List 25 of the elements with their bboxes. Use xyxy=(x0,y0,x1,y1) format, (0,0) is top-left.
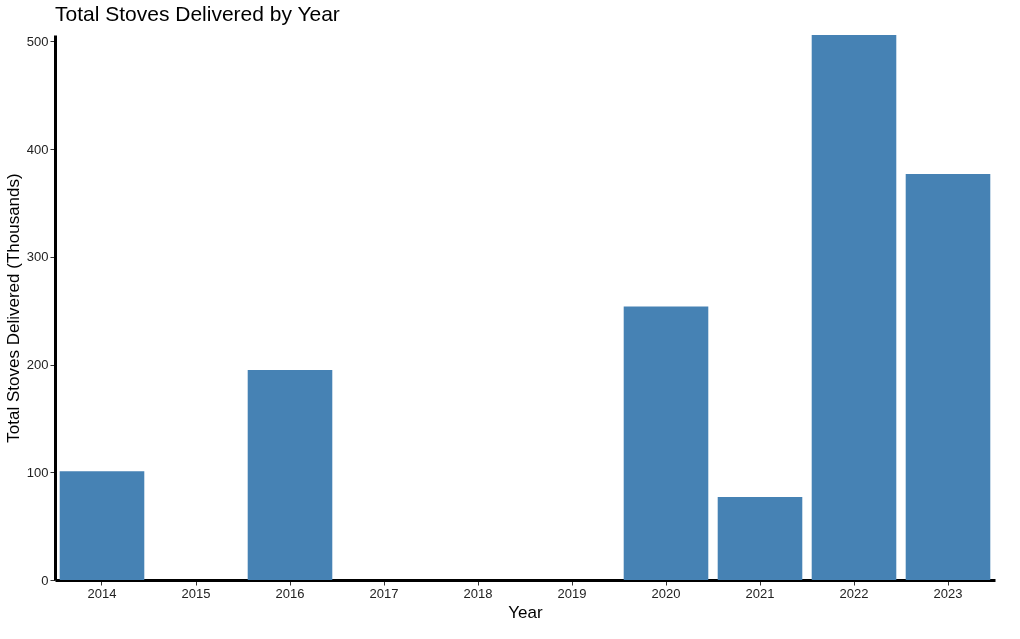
bar xyxy=(717,497,803,580)
bar xyxy=(905,173,991,580)
x-tick-label: 2021 xyxy=(745,585,775,601)
bar xyxy=(623,306,709,580)
x-tick-label: 2017 xyxy=(369,585,399,601)
x-tick-label: 2022 xyxy=(839,585,869,601)
y-tick-label: 400 xyxy=(26,141,49,157)
x-tick-label: 2019 xyxy=(557,585,587,601)
y-tick-label: 300 xyxy=(26,249,49,265)
y-tick-label: 0 xyxy=(41,572,49,588)
y-tick-label: 500 xyxy=(26,33,49,49)
x-axis-title: Year xyxy=(508,602,544,622)
bar xyxy=(247,369,333,580)
y-tick-label: 100 xyxy=(26,464,49,480)
chart-title: Total Stoves Delivered by Year xyxy=(55,2,340,25)
x-tick-label: 2020 xyxy=(651,585,681,601)
x-tick-label: 2016 xyxy=(275,585,305,601)
x-tick-label: 2018 xyxy=(463,585,493,601)
y-axis-title: Total Stoves Delivered (Thousands) xyxy=(3,173,23,443)
bar xyxy=(59,471,145,580)
x-tick-label: 2014 xyxy=(87,585,117,601)
x-tick-label: 2015 xyxy=(181,585,211,601)
bar xyxy=(811,35,897,580)
y-tick-label: 200 xyxy=(26,357,49,373)
x-tick-label: 2023 xyxy=(933,585,963,601)
